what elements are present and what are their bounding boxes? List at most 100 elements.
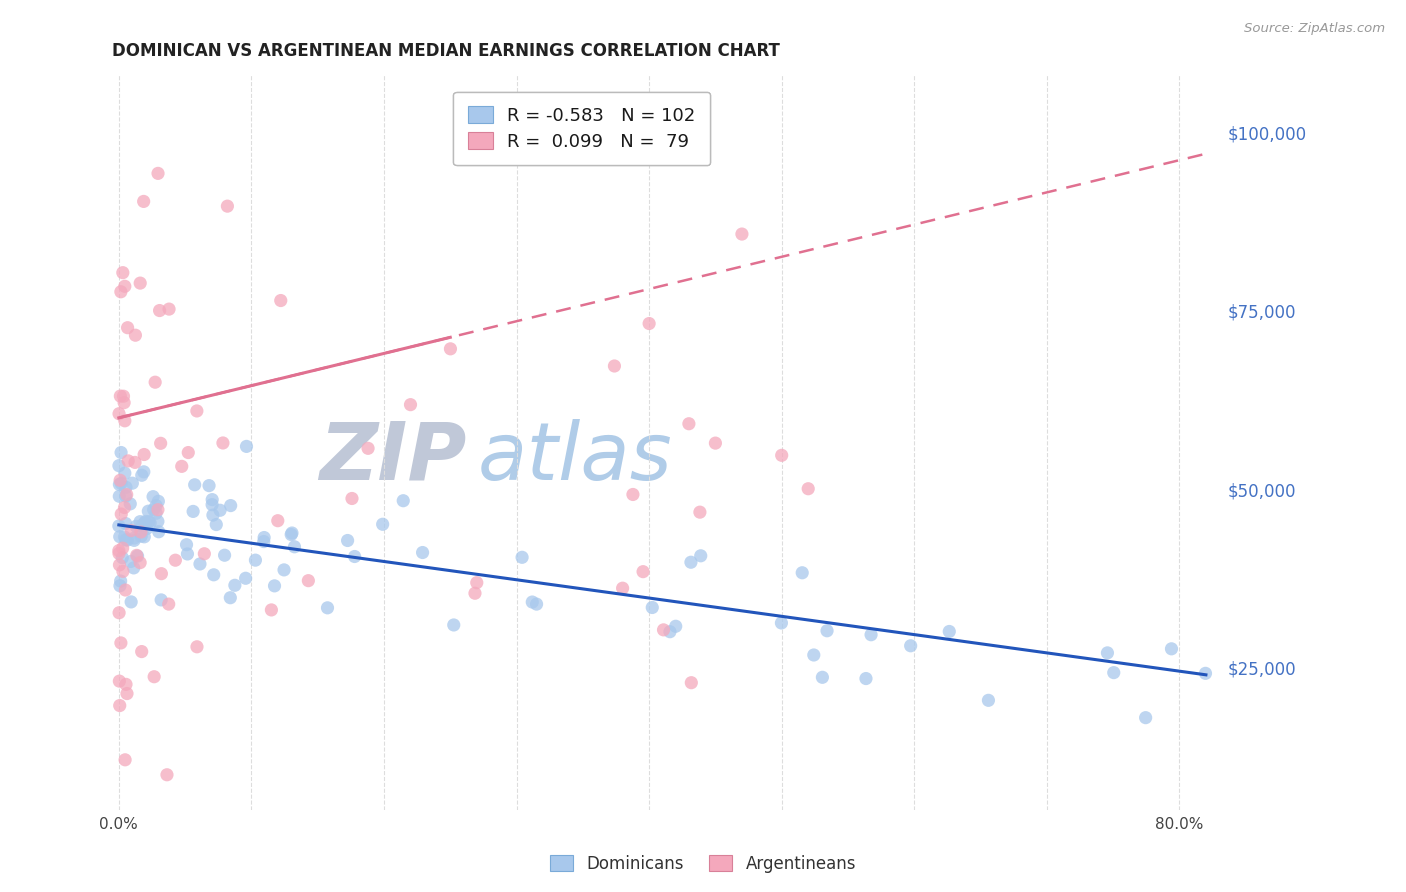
Text: atlas: atlas [478, 418, 672, 497]
Point [522, 595, 544, 609]
Point [111, 541, 134, 556]
Point [146, 502, 169, 516]
Point [108, 407, 131, 421]
Point [612, 581, 634, 595]
Point [114, 530, 136, 544]
Point [811, 670, 834, 684]
Text: Source: ZipAtlas.com: Source: ZipAtlas.com [1244, 22, 1385, 36]
Point [135, 522, 157, 536]
Point [281, 526, 304, 541]
Point [110, 476, 132, 491]
Point [108, 489, 131, 503]
Point [1160, 641, 1182, 656]
Point [108, 558, 131, 572]
Point [392, 493, 415, 508]
Point [115, 677, 138, 691]
Point [115, 487, 138, 501]
Point [177, 445, 200, 459]
Point [465, 575, 488, 590]
Point [120, 524, 142, 538]
Point [186, 404, 208, 418]
Point [371, 517, 394, 532]
Point [219, 499, 242, 513]
Point [114, 516, 136, 531]
Point [124, 328, 146, 343]
Point [253, 531, 276, 545]
Point [273, 563, 295, 577]
Point [439, 342, 461, 356]
Point [283, 540, 305, 554]
Point [202, 567, 225, 582]
Point [132, 194, 155, 209]
Point [678, 417, 700, 431]
Point [111, 550, 134, 565]
Point [131, 644, 153, 658]
Point [114, 753, 136, 767]
Point [115, 480, 138, 494]
Point [125, 519, 148, 533]
Point [235, 571, 257, 585]
Point [399, 398, 422, 412]
Point [665, 619, 688, 633]
Point [209, 503, 232, 517]
Point [122, 533, 145, 548]
Point [336, 533, 359, 548]
Point [464, 586, 486, 600]
Point [357, 442, 380, 456]
Point [201, 508, 224, 522]
Point [131, 518, 153, 533]
Point [136, 504, 159, 518]
Point [150, 566, 173, 581]
Point [860, 628, 883, 642]
Point [108, 674, 131, 689]
Point [148, 303, 170, 318]
Point [224, 578, 246, 592]
Point [110, 285, 132, 299]
Point [108, 477, 131, 491]
Point [111, 565, 134, 579]
Point [138, 515, 160, 529]
Point [112, 395, 135, 409]
Point [114, 533, 136, 547]
Point [219, 591, 242, 605]
Point [689, 549, 711, 563]
Point [280, 527, 302, 541]
Point [129, 529, 152, 543]
Point [631, 565, 654, 579]
Point [217, 199, 239, 213]
Point [212, 436, 235, 450]
Point [134, 530, 156, 544]
Point [127, 549, 149, 563]
Point [770, 448, 793, 462]
Point [131, 468, 153, 483]
Point [122, 561, 145, 575]
Point [193, 547, 215, 561]
Point [681, 675, 703, 690]
Point [316, 600, 339, 615]
Point [142, 490, 165, 504]
Point [797, 482, 820, 496]
Point [143, 670, 166, 684]
Point [157, 302, 180, 317]
Point [114, 466, 136, 480]
Legend: Dominicans, Argentineans: Dominicans, Argentineans [543, 848, 863, 880]
Point [652, 623, 675, 637]
Point [658, 624, 681, 639]
Point [343, 549, 366, 564]
Point [114, 500, 136, 515]
Point [134, 448, 156, 462]
Point [340, 491, 363, 506]
Point [146, 515, 169, 529]
Point [110, 389, 132, 403]
Point [134, 516, 156, 530]
Point [139, 516, 162, 530]
Point [114, 582, 136, 597]
Point [146, 166, 169, 180]
Point [679, 555, 702, 569]
Point [108, 458, 131, 473]
Point [1097, 646, 1119, 660]
Point [145, 506, 167, 520]
Point [111, 266, 134, 280]
Point [129, 515, 152, 529]
Point [117, 533, 139, 547]
